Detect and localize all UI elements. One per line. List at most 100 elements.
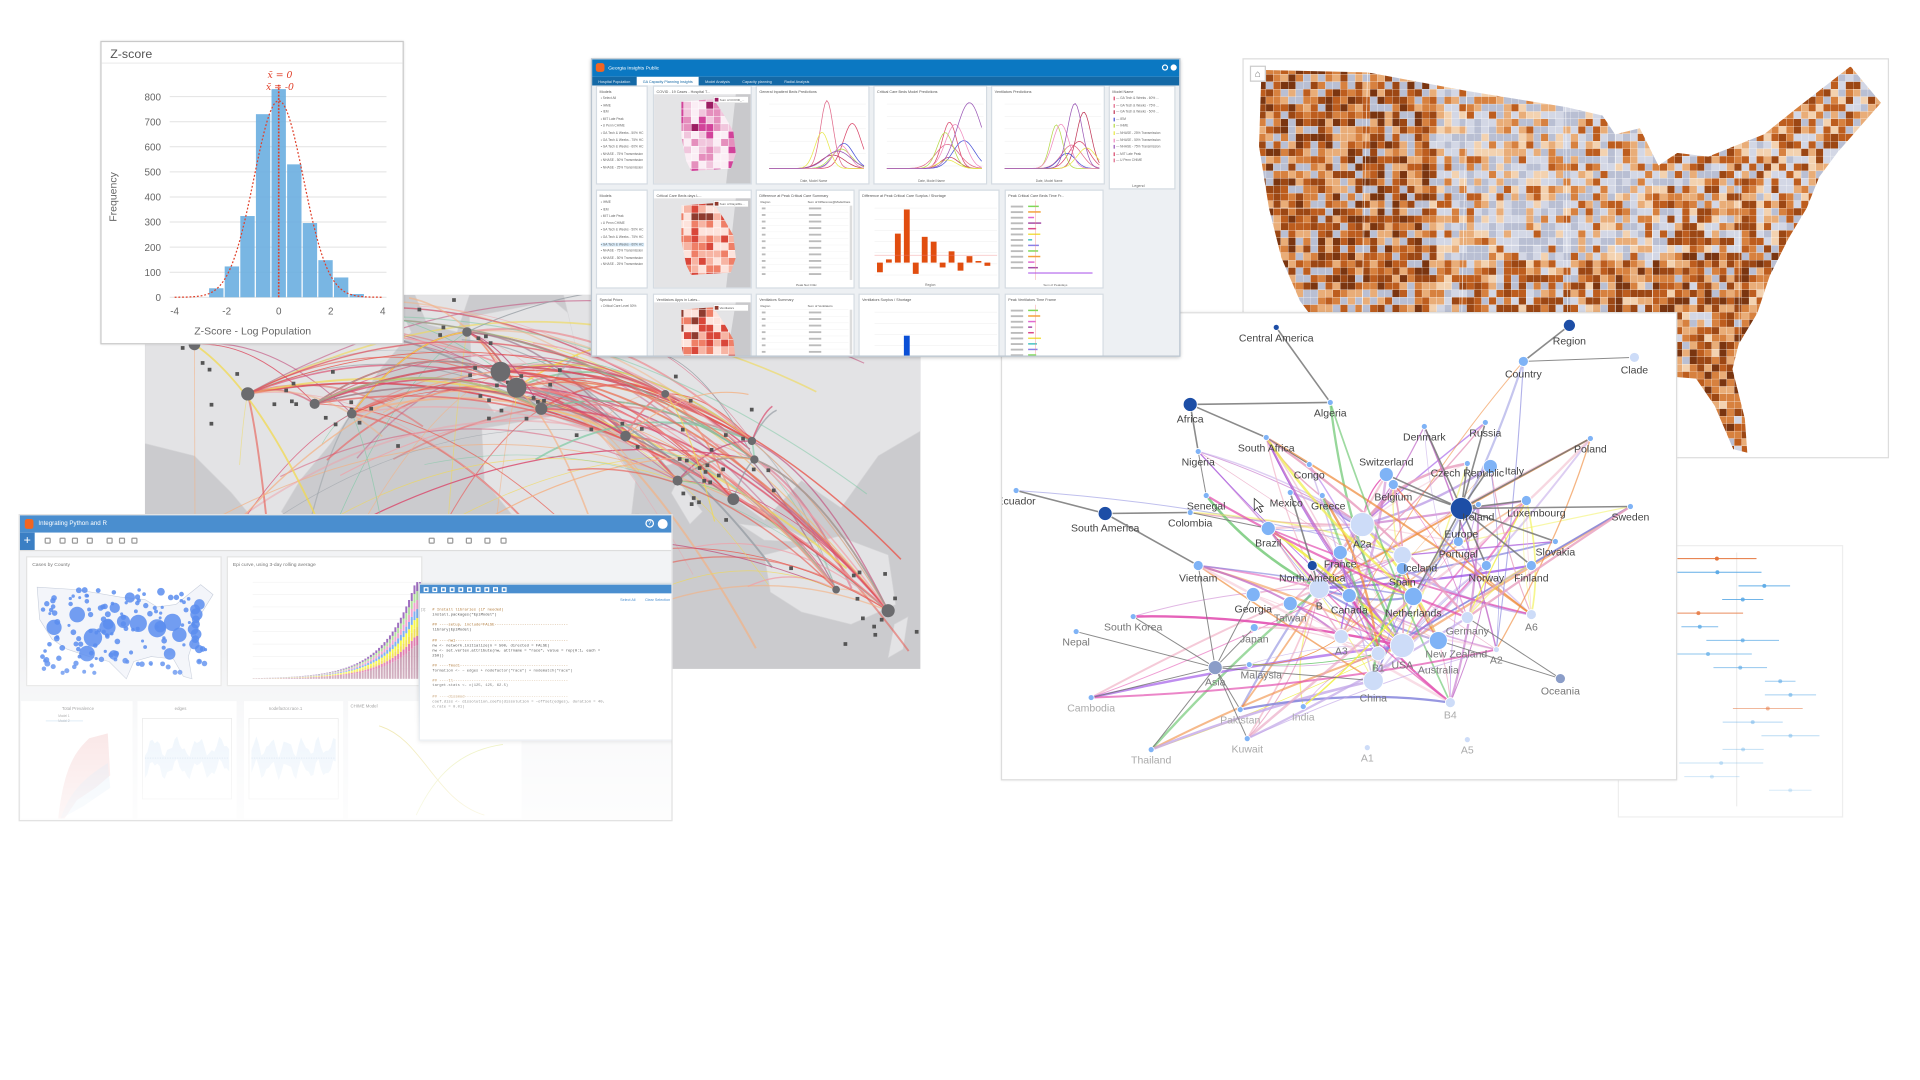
county-cell[interactable]: [1540, 59, 1549, 67]
county-cell[interactable]: [1719, 334, 1727, 342]
county-cell[interactable]: [1726, 163, 1735, 172]
county-cell[interactable]: [1585, 200, 1594, 209]
county-cell[interactable]: [1875, 386, 1882, 395]
county-cell[interactable]: [1726, 170, 1735, 179]
airport-marker[interactable]: [558, 368, 562, 372]
county-cell[interactable]: [1800, 193, 1809, 201]
county-cell[interactable]: [1726, 185, 1735, 194]
county-cell[interactable]: [1592, 297, 1601, 305]
county-cell[interactable]: [1741, 274, 1750, 283]
county-cell[interactable]: [1607, 141, 1616, 149]
county-cell[interactable]: [1883, 223, 1889, 230]
county-cell[interactable]: [1719, 66, 1727, 75]
county-cell[interactable]: [1303, 274, 1311, 283]
county-cell[interactable]: [1347, 170, 1356, 179]
county-cell[interactable]: [1481, 208, 1490, 216]
county-cell[interactable]: [1778, 103, 1787, 112]
county-cell[interactable]: [1518, 237, 1527, 246]
county-cell[interactable]: [1875, 304, 1882, 313]
county-cell[interactable]: [1741, 208, 1750, 216]
county-cell[interactable]: [1555, 66, 1564, 75]
county-cell[interactable]: [1689, 163, 1698, 172]
county-cell[interactable]: [1317, 81, 1326, 90]
county-cell[interactable]: [1763, 430, 1772, 439]
county-cell[interactable]: [1496, 96, 1504, 105]
county-cell[interactable]: [1800, 155, 1809, 164]
county-cell[interactable]: [1734, 66, 1742, 75]
county-cell[interactable]: [1823, 349, 1831, 357]
county-cell[interactable]: [1778, 141, 1787, 149]
county-cell[interactable]: [1778, 274, 1787, 283]
county-cell[interactable]: [1748, 371, 1757, 380]
airport-marker[interactable]: [506, 380, 510, 385]
county-cell[interactable]: [1503, 185, 1512, 194]
county-cell[interactable]: [1748, 230, 1757, 238]
county-cell[interactable]: [1763, 200, 1772, 209]
county-cell[interactable]: [1823, 312, 1831, 320]
county-cell[interactable]: [1696, 163, 1705, 172]
county-cell[interactable]: [1251, 304, 1259, 313]
county-cell[interactable]: [1473, 103, 1482, 112]
county-cell[interactable]: [1800, 289, 1809, 298]
county-cell[interactable]: [1533, 81, 1542, 90]
county-cell[interactable]: [1667, 170, 1675, 179]
county-cell[interactable]: [1838, 118, 1846, 127]
county-cell[interactable]: [1719, 230, 1727, 238]
county-cell[interactable]: [1682, 170, 1690, 179]
county-cell[interactable]: [1756, 282, 1765, 290]
county-cell[interactable]: [1689, 364, 1698, 372]
county-cell[interactable]: [1748, 297, 1757, 305]
county-cell[interactable]: [1711, 289, 1720, 298]
county-cell[interactable]: [1310, 222, 1319, 231]
county-cell[interactable]: [1511, 193, 1519, 201]
county-cell[interactable]: [1845, 341, 1854, 350]
county-cell[interactable]: [1630, 141, 1638, 149]
county-cell[interactable]: [1719, 81, 1727, 90]
county-cell[interactable]: [1719, 200, 1727, 209]
county-cell[interactable]: [1867, 74, 1876, 82]
county-cell[interactable]: [1883, 171, 1889, 178]
county-cell[interactable]: [1823, 222, 1831, 231]
county-cell[interactable]: [1407, 133, 1415, 142]
county-cell[interactable]: [1570, 282, 1579, 290]
county-cell[interactable]: [1674, 200, 1683, 209]
county-cell[interactable]: [1570, 178, 1579, 186]
county-cell[interactable]: [1867, 445, 1876, 454]
county-cell[interactable]: [1421, 148, 1430, 157]
county-cell[interactable]: [1644, 297, 1653, 305]
county-cell[interactable]: [1711, 282, 1720, 290]
county-cell[interactable]: [1377, 200, 1385, 209]
county-cell[interactable]: [1734, 408, 1742, 417]
county-cell[interactable]: [1830, 304, 1839, 313]
county-cell[interactable]: [1399, 141, 1408, 149]
county-cell[interactable]: [1325, 215, 1333, 224]
county-cell[interactable]: [1637, 267, 1646, 276]
county-cell[interactable]: [1244, 305, 1251, 312]
county-cell[interactable]: [1392, 282, 1400, 290]
county-cell[interactable]: [1414, 141, 1423, 149]
county-cell[interactable]: [1867, 341, 1876, 350]
county-cell[interactable]: [1674, 170, 1683, 179]
county-cell[interactable]: [1748, 103, 1757, 112]
county-cell[interactable]: [1555, 163, 1564, 172]
county-cell[interactable]: [1704, 274, 1712, 283]
county-cell[interactable]: [1332, 118, 1341, 127]
county-cell[interactable]: [1310, 237, 1319, 246]
county-cell[interactable]: [1258, 200, 1267, 209]
county-cell[interactable]: [1659, 252, 1668, 261]
county-cell[interactable]: [1592, 141, 1601, 149]
county-cell[interactable]: [1600, 304, 1608, 313]
county-cell[interactable]: [1808, 416, 1817, 424]
county-cell[interactable]: [1265, 103, 1274, 112]
county-cell[interactable]: [1689, 423, 1698, 432]
county-cell[interactable]: [1384, 297, 1393, 305]
county-cell[interactable]: [1466, 297, 1475, 305]
county-cell[interactable]: [1570, 304, 1579, 313]
county-cell[interactable]: [1481, 118, 1490, 127]
county-cell[interactable]: [1607, 274, 1616, 283]
choropleth-canvas[interactable]: [1244, 59, 1889, 458]
county-cell[interactable]: [1310, 81, 1319, 90]
county-cell[interactable]: [1451, 274, 1460, 283]
county-cell[interactable]: [1793, 89, 1802, 97]
county-cell[interactable]: [1815, 364, 1824, 372]
